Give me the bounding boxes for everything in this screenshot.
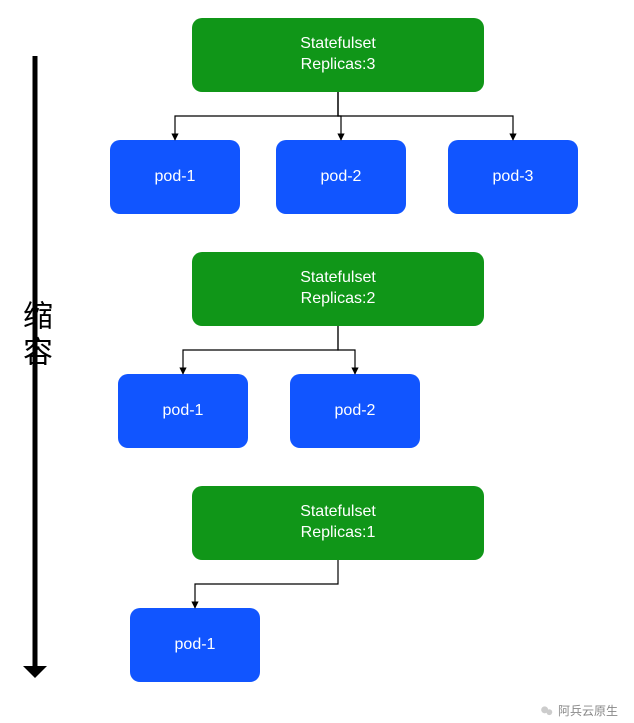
node-label-line: Statefulset [300, 34, 376, 55]
node-label-line: pod-2 [335, 401, 376, 422]
pod-node: pod-2 [290, 374, 420, 448]
node-label-line: Statefulset [300, 268, 376, 289]
node-label-line: pod-3 [493, 167, 534, 188]
pod-node: pod-3 [448, 140, 578, 214]
node-label-line: pod-1 [175, 635, 216, 656]
watermark: 阿兵云原生 [540, 702, 618, 719]
node-label-line: Replicas:2 [301, 289, 376, 310]
pod-node: pod-1 [130, 608, 260, 682]
statefulset-node: StatefulsetReplicas:3 [192, 18, 484, 92]
wechat-icon [540, 704, 554, 718]
node-label-line: pod-1 [163, 401, 204, 422]
connectors-layer [0, 0, 634, 723]
node-label-line: Replicas:1 [301, 523, 376, 544]
node-label-line: Statefulset [300, 502, 376, 523]
node-label-line: Replicas:3 [301, 55, 376, 76]
pod-node: pod-1 [110, 140, 240, 214]
statefulset-node: StatefulsetReplicas:1 [192, 486, 484, 560]
statefulset-node: StatefulsetReplicas:2 [192, 252, 484, 326]
pod-node: pod-1 [118, 374, 248, 448]
pod-node: pod-2 [276, 140, 406, 214]
node-label-line: pod-2 [321, 167, 362, 188]
scale-down-label: 缩容 [12, 300, 56, 372]
watermark-text: 阿兵云原生 [558, 702, 618, 719]
node-label-line: pod-1 [155, 167, 196, 188]
